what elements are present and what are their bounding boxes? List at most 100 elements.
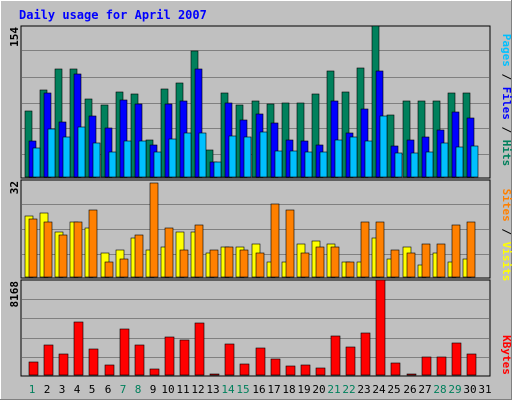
x-tick-label-day-29: 29 [448,383,461,396]
bar-pages-day-27 [425,151,434,178]
panel-sites-visits-bars [24,182,476,278]
bar-pages-day-30 [470,145,479,178]
bar-kbytes-day-5 [88,348,99,376]
bar-sites-day-10 [164,227,174,278]
panel-sites-ylabel: Sites / Visits [500,189,512,282]
panel-kbytes-bg [20,279,491,377]
bar-kbytes-day-29 [451,342,462,376]
x-tick-label-day-22: 22 [342,383,355,396]
x-tick-label-day-23: 23 [357,383,370,396]
x-tick-label-day-2: 2 [44,383,51,396]
bar-pages-day-28 [440,142,449,178]
bar-kbytes-day-28 [436,356,447,376]
ylabel-sites: Sites [500,189,512,222]
bar-pages-day-22 [349,136,358,178]
x-tick-label-day-30: 30 [463,383,476,396]
bar-pages-day-2 [47,128,56,178]
panel-kbytes-ylabel: KBytes [500,335,512,375]
bar-sites-day-16 [255,252,265,278]
bar-kbytes-day-30 [466,353,477,376]
bar-pages-day-9 [153,151,162,178]
x-tick-label-day-19: 19 [297,383,310,396]
bar-pages-day-7 [123,140,132,178]
bar-kbytes-day-19 [300,364,311,376]
bar-pages-day-6 [108,151,117,178]
bar-sites-day-19 [300,252,310,278]
bar-sites-day-23 [360,221,370,278]
bar-kbytes-day-26 [406,373,417,376]
bar-sites-day-20 [315,246,325,278]
bar-kbytes-day-14 [224,343,235,376]
ylabel-sep-3: / [500,222,512,242]
ylabel-visits: Visits [500,242,512,282]
bar-sites-day-22 [345,261,355,278]
bar-files-day-7 [119,99,128,178]
bar-kbytes-day-3 [58,353,69,376]
panel-kbytes-ymax: 8168 [8,281,21,308]
bar-kbytes-day-21 [330,335,341,376]
bar-sites-day-21 [330,246,340,278]
ylabel-kbytes: KBytes [500,335,512,375]
bar-sites-day-29 [451,224,461,278]
bar-kbytes-day-9 [149,368,160,376]
panel-hits-files-pages-bars [24,25,479,178]
bar-files-day-21 [330,100,339,178]
bar-pages-day-8 [138,140,147,178]
x-tick-label-day-14: 14 [221,383,235,396]
x-tick-label-day-24: 24 [372,383,386,396]
bar-kbytes-day-15 [239,363,250,376]
bar-sites-day-7 [119,258,129,278]
bar-kbytes-day-2 [43,344,54,376]
bar-hits-day-19 [296,102,305,178]
bar-kbytes-day-18 [285,365,296,376]
bar-kbytes-day-7 [119,328,130,376]
bar-sites-day-14 [224,246,234,278]
bar-pages-day-16 [259,131,268,178]
panel-sites-ymax: 32 [8,181,21,194]
bar-kbytes-day-8 [134,344,145,376]
x-tick-label-day-28: 28 [433,383,446,396]
ylabel-sep-1: / [500,67,512,87]
bar-kbytes-day-25 [390,362,401,376]
bar-pages-day-25 [394,152,403,178]
bar-sites-day-17 [270,203,280,278]
bar-kbytes-day-16 [255,347,266,376]
bar-sites-day-13 [209,249,219,278]
ylabel-hits: Hits [500,140,512,167]
bar-pages-day-3 [62,136,71,178]
x-tick-label-day-25: 25 [387,383,400,396]
bar-pages-day-13 [213,161,222,178]
x-tick-label-day-8: 8 [135,383,142,396]
bar-sites-day-1 [28,218,38,278]
bar-sites-day-24 [375,221,385,278]
bar-kbytes-day-20 [315,367,326,376]
bar-files-day-12 [194,68,203,178]
bar-pages-day-17 [274,150,283,178]
bar-pages-day-20 [319,151,328,178]
panel-kbytes-bars [28,279,477,376]
bar-kbytes-day-6 [104,364,115,376]
ylabel-files: Files [500,87,512,120]
x-tick-label-day-17: 17 [267,383,280,396]
ylabel-sep-2: / [500,120,512,140]
bar-sites-day-12 [194,224,204,278]
bar-sites-day-28 [436,243,446,278]
bar-sites-day-26 [406,252,416,278]
bar-pages-day-10 [168,138,177,178]
bar-kbytes-day-4 [73,321,84,376]
bar-pages-day-18 [289,150,298,178]
bar-sites-day-9 [149,182,159,278]
x-tick-label-day-7: 7 [120,383,127,396]
bar-pages-day-14 [228,135,237,178]
panel-hits-ymax: 154 [8,27,21,47]
panel-kbytes: 8168 KBytes [8,279,512,377]
bar-sites-day-25 [390,249,400,278]
x-tick-label-day-21: 21 [327,383,340,396]
x-tick-label-day-5: 5 [89,383,96,396]
bar-pages-day-1 [32,147,41,178]
bar-pages-day-23 [364,140,373,178]
x-tick-label-day-1: 1 [29,383,36,396]
ylabel-pages: Pages [500,34,512,67]
